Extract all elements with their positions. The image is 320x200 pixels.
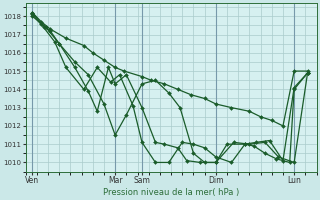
X-axis label: Pression niveau de la mer( hPa ): Pression niveau de la mer( hPa ): [103, 188, 239, 197]
